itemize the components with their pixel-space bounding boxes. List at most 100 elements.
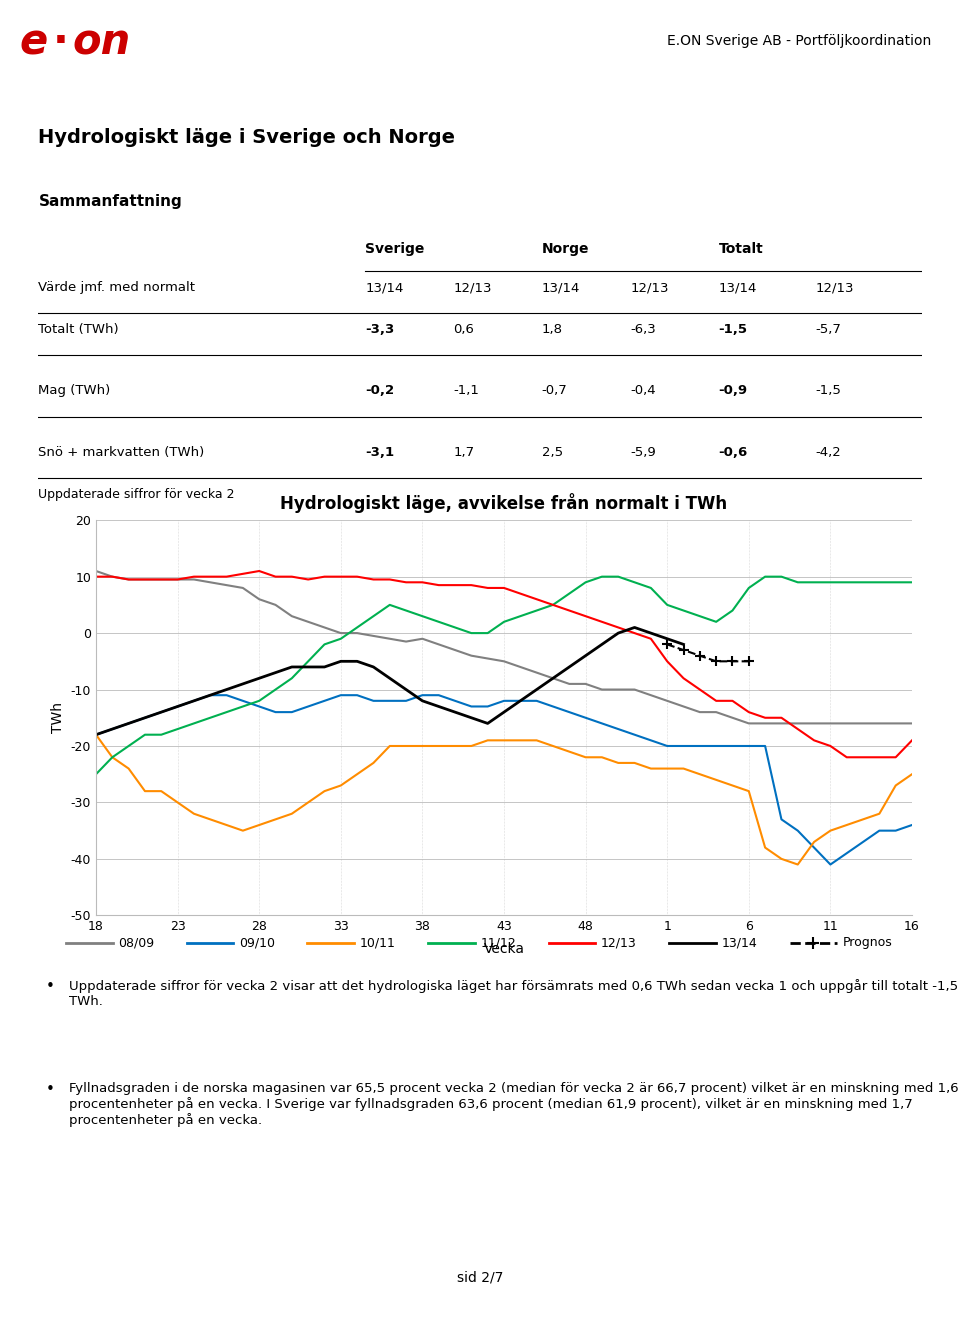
Text: •: • <box>45 1083 55 1097</box>
Line: 08/09: 08/09 <box>96 572 912 723</box>
Text: Sverige: Sverige <box>365 242 424 257</box>
10/11 <box>629 755 640 770</box>
Text: -5,7: -5,7 <box>816 323 842 336</box>
Text: Fyllnadsgraden i de norska magasinen var 65,5 procent vecka 2 (median för vecka : Fyllnadsgraden i de norska magasinen var… <box>69 1083 959 1127</box>
13/14 <box>139 710 151 726</box>
Text: Totalt (TWh): Totalt (TWh) <box>38 323 119 336</box>
11/12 <box>890 574 901 590</box>
11/12 <box>645 579 657 595</box>
Text: -0,9: -0,9 <box>718 385 748 398</box>
Text: Sammanfattning: Sammanfattning <box>38 194 182 209</box>
13/14 <box>515 693 526 709</box>
10/11 <box>335 777 347 793</box>
Text: -4,2: -4,2 <box>816 445 841 458</box>
Text: ·: · <box>53 21 69 63</box>
13/14 <box>629 619 640 635</box>
Text: E.ON Sverige AB - Portföljkoordination: E.ON Sverige AB - Portföljkoordination <box>667 34 931 49</box>
13/14 <box>237 676 249 691</box>
Text: 10/11: 10/11 <box>360 936 396 950</box>
10/11 <box>351 766 363 782</box>
Text: on: on <box>72 21 131 63</box>
13/14 <box>678 636 689 652</box>
Text: 09/10: 09/10 <box>239 936 276 950</box>
Text: 08/09: 08/09 <box>118 936 155 950</box>
Text: Uppdaterade siffror för vecka 2 visar att det hydrologiska läget har försämrats : Uppdaterade siffror för vecka 2 visar at… <box>69 979 958 1008</box>
Line: 12/13: 12/13 <box>96 572 912 757</box>
13/14 <box>107 722 118 738</box>
13/14 <box>580 648 591 664</box>
Prognos <box>694 648 706 664</box>
12/13 <box>645 631 657 647</box>
12/13 <box>368 572 379 587</box>
08/09 <box>890 715 901 731</box>
Text: sid 2/7: sid 2/7 <box>457 1271 503 1284</box>
13/14 <box>188 693 200 709</box>
Text: -1,1: -1,1 <box>453 385 479 398</box>
Text: Värde jmf. med normalt: Värde jmf. med normalt <box>38 282 196 294</box>
Text: 2,5: 2,5 <box>541 445 563 458</box>
13/14 <box>204 687 216 703</box>
11/12 <box>335 631 347 647</box>
13/14 <box>302 658 314 674</box>
Text: Hydrologiskt läge i Sverige och Norge: Hydrologiskt läge i Sverige och Norge <box>38 128 455 148</box>
Text: -0,7: -0,7 <box>541 385 567 398</box>
Text: -1,5: -1,5 <box>718 323 748 336</box>
Text: 13/14: 13/14 <box>541 282 580 294</box>
11/12 <box>270 682 281 698</box>
Prognos <box>743 653 755 669</box>
Line: 11/12: 11/12 <box>96 577 912 774</box>
Line: 13/14: 13/14 <box>96 627 684 735</box>
Text: -5,9: -5,9 <box>630 445 656 458</box>
Text: Uppdaterade siffror för vecka 2: Uppdaterade siffror för vecka 2 <box>38 487 235 500</box>
13/14 <box>645 626 657 641</box>
09/10 <box>204 687 216 703</box>
Text: 1,7: 1,7 <box>453 445 474 458</box>
13/14 <box>596 636 608 652</box>
Prognos <box>661 636 673 652</box>
Y-axis label: TWh: TWh <box>51 702 65 734</box>
Text: Norge: Norge <box>541 242 589 257</box>
13/14 <box>547 670 559 686</box>
13/14 <box>384 670 396 686</box>
Text: 12/13: 12/13 <box>453 282 492 294</box>
13/14 <box>270 665 281 681</box>
09/10 <box>645 732 657 748</box>
Text: 1,8: 1,8 <box>541 323 563 336</box>
10/11 <box>890 777 901 793</box>
Text: -6,3: -6,3 <box>630 323 656 336</box>
11/12 <box>596 569 608 585</box>
Text: Totalt: Totalt <box>718 242 763 257</box>
11/12 <box>90 766 102 782</box>
11/12 <box>351 619 363 635</box>
13/14 <box>612 626 624 641</box>
13/14 <box>531 682 542 698</box>
13/14 <box>449 705 461 720</box>
Line: 09/10: 09/10 <box>96 695 912 864</box>
13/14 <box>368 658 379 674</box>
Prognos <box>710 653 722 669</box>
08/09 <box>351 626 363 641</box>
13/14 <box>351 653 363 669</box>
09/10 <box>694 738 706 753</box>
13/14 <box>286 658 298 674</box>
13/14 <box>433 698 444 714</box>
13/14 <box>564 658 575 674</box>
Text: Prognos: Prognos <box>843 936 892 950</box>
08/09 <box>270 597 281 612</box>
12/13 <box>906 732 918 748</box>
Text: Mag (TWh): Mag (TWh) <box>38 385 110 398</box>
08/09 <box>743 715 755 731</box>
09/10 <box>906 817 918 832</box>
09/10 <box>890 823 901 839</box>
12/13 <box>90 569 102 585</box>
13/14 <box>498 705 510 720</box>
Text: Snö + markvatten (TWh): Snö + markvatten (TWh) <box>38 445 204 458</box>
10/11 <box>270 811 281 827</box>
13/14 <box>123 715 134 731</box>
12/13 <box>841 749 852 765</box>
10/11 <box>792 856 804 872</box>
10/11 <box>678 761 689 777</box>
X-axis label: Vecka: Vecka <box>484 942 524 956</box>
12/13 <box>694 682 706 698</box>
Text: •: • <box>45 979 55 994</box>
